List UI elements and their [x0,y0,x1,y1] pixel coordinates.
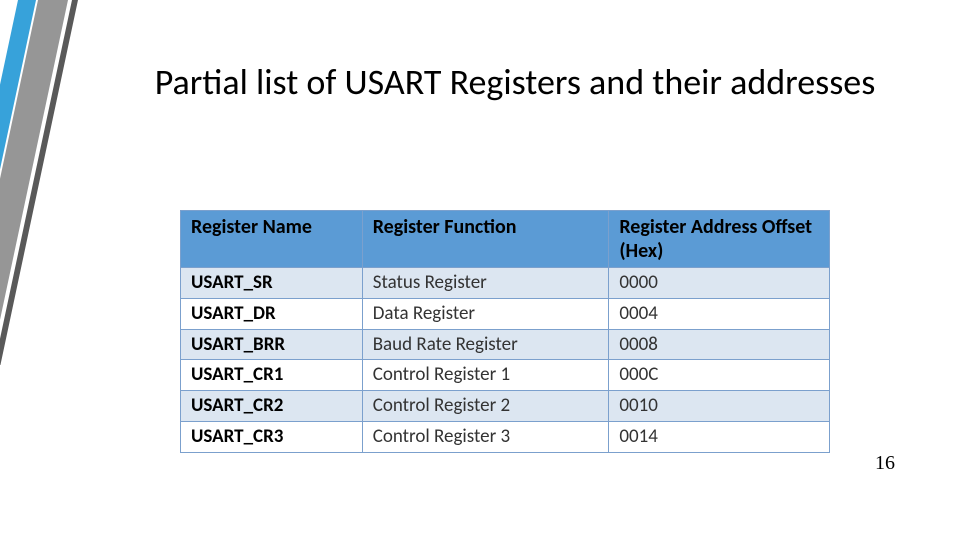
cell-register-name: USART_CR3 [181,421,363,452]
table-row: USART_BRRBaud Rate Register0008 [181,329,830,360]
cell-register-address: 0000 [609,268,830,299]
register-table-wrap: Register NameRegister FunctionRegister A… [180,210,830,453]
table-row: USART_CR2Control Register 20010 [181,391,830,422]
cell-register-function: Data Register [362,298,609,329]
corner-decor [0,0,115,400]
cell-register-function: Control Register 1 [362,360,609,391]
table-header-cell: Register Function [362,211,609,268]
cell-register-name: USART_DR [181,298,363,329]
cell-register-address: 0008 [609,329,830,360]
cell-register-function: Baud Rate Register [362,329,609,360]
table-row: USART_DRData Register0004 [181,298,830,329]
cell-register-name: USART_CR1 [181,360,363,391]
table-body: USART_SRStatus Register0000USART_DRData … [181,268,830,453]
page-number: 16 [875,452,895,475]
cell-register-address: 0004 [609,298,830,329]
register-table: Register NameRegister FunctionRegister A… [180,210,830,453]
decor-stripe-dark [0,0,78,365]
table-header-row: Register NameRegister FunctionRegister A… [181,211,830,268]
cell-register-address: 0010 [609,391,830,422]
cell-register-name: USART_CR2 [181,391,363,422]
decor-stripe-blue [0,0,36,415]
slide-title: Partial list of USART Registers and thei… [120,60,910,105]
table-header-cell: Register Address Offset (Hex) [609,211,830,268]
cell-register-address: 000C [609,360,830,391]
cell-register-function: Status Register [362,268,609,299]
cell-register-name: USART_SR [181,268,363,299]
cell-register-function: Control Register 3 [362,421,609,452]
table-row: USART_CR3Control Register 30014 [181,421,830,452]
table-row: USART_SRStatus Register0000 [181,268,830,299]
cell-register-name: USART_BRR [181,329,363,360]
table-row: USART_CR1Control Register 1000C [181,360,830,391]
table-header-cell: Register Name [181,211,363,268]
cell-register-function: Control Register 2 [362,391,609,422]
cell-register-address: 0014 [609,421,830,452]
decor-stripe-gray [0,0,68,380]
